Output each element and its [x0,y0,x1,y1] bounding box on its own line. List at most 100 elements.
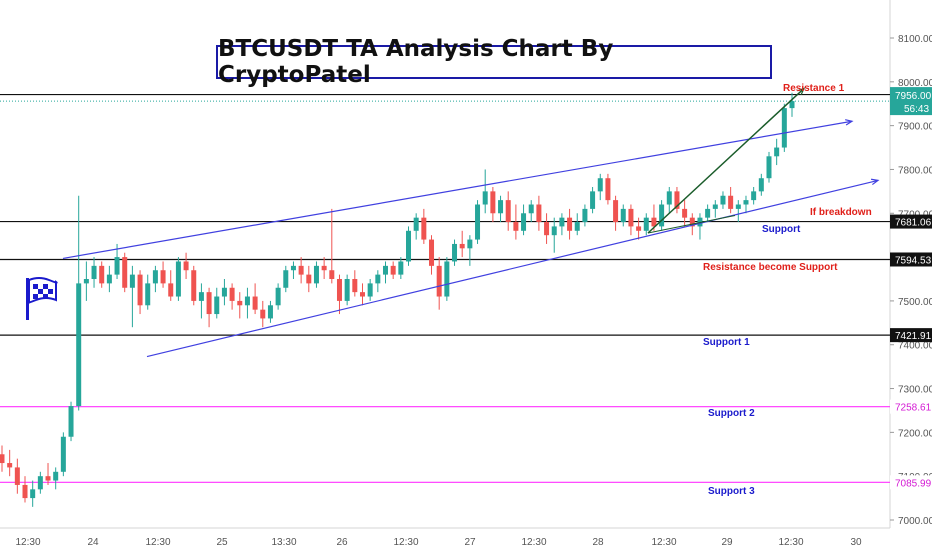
candle-body [83,279,89,284]
candle-body [751,191,757,201]
candle-body [221,287,227,297]
annotation-label: If breakdown [810,207,872,218]
trend-arrow-line [647,87,805,234]
candle-body [68,406,74,437]
x-tick-label: 12:30 [651,537,676,548]
candle-body [198,292,204,301]
y-tick-label: 8100.00 [898,34,932,45]
y-tick-label: 7200.00 [898,428,932,439]
y-tick-label: 7900.00 [898,122,932,133]
candle-body [536,204,542,223]
candle-body [106,274,112,284]
candle-body [666,191,672,205]
candle-body [712,204,718,209]
candle-body [229,287,235,301]
price-level-tag [890,214,932,229]
y-tick-label: 7500.00 [898,297,932,308]
candle-body [237,300,243,306]
annotation-label: Support 3 [708,486,755,497]
price-level-label: 7258.61 [895,403,932,414]
x-tick-label: 29 [721,537,733,548]
candle-body [60,436,66,472]
candle-body [252,296,258,310]
candle-body [30,489,36,499]
candle-body [91,265,97,279]
candle-body [344,279,350,301]
candle-body [452,243,458,262]
annotation-label: Resistance become Support [703,262,838,273]
candle-body [735,204,741,209]
candle-body [175,261,181,297]
candle-body [459,243,465,249]
candle-body [574,222,580,231]
candle-body [122,257,128,288]
candle-body [406,230,412,262]
y-tick-label: 7300.00 [898,385,932,396]
upper-channel-arrow [845,119,854,126]
candle-body [421,217,427,240]
x-tick-label: 12:30 [521,537,546,548]
candle-body [14,467,20,485]
candle-body [789,101,795,109]
candle-body [674,191,680,209]
candle-body [444,261,450,297]
candle-body [758,178,764,192]
x-tick-label: 30 [850,537,862,548]
candle-body [689,217,695,227]
candle-body [643,217,649,231]
candle-body [505,200,511,223]
candle-body [620,208,626,223]
candle-body [605,178,611,201]
candle-body [99,265,105,284]
candle-body [145,283,151,306]
current-price-tag [890,87,932,116]
candle-body [521,213,527,231]
x-tick-label: 12:30 [778,537,803,548]
candle-body [398,261,404,275]
candle-body [382,265,388,275]
candle-body [283,270,289,288]
candle-body [160,270,166,284]
flag-icon [26,277,58,320]
candle-body [475,204,481,240]
candle-body [728,195,734,209]
candle-body [467,239,473,249]
candle-body [137,274,143,306]
candle-body [191,270,197,301]
price-level-label: 7681.06 [895,218,932,229]
upper-channel-line [62,120,853,259]
candle-body [597,178,603,192]
candle-body [551,226,557,236]
candle-body [774,147,780,157]
y-tick-label: 7800.00 [898,165,932,176]
price-level-tag [890,328,932,343]
candle-body [705,208,711,218]
candle-body [352,279,358,293]
price-level-label: 7421.91 [895,331,932,342]
candle-body [498,200,504,214]
candle-body [781,108,787,148]
y-tick-label: 8000.00 [898,78,932,89]
y-tick-label: 7400.00 [898,341,932,352]
candle-body [183,261,189,271]
candle-body [590,191,596,209]
candle-body [298,265,304,275]
candle-body [528,204,534,214]
candle-body [22,484,28,499]
candle-body [720,195,726,205]
annotation-label: Resistance 1 [783,83,845,94]
candle-body [129,274,135,288]
current-price-label: 7956.00 [895,91,932,102]
x-tick-label: 28 [592,537,604,548]
candle-body [636,226,642,231]
candle-body [290,265,296,271]
chart-title: BTCUSDT TA Analysis Chart By CryptoPatel [216,36,772,88]
candle-body [490,191,496,214]
x-tick-label: 27 [464,537,476,548]
price-level-tag [890,475,932,490]
candle-body [659,204,665,227]
candle-body [651,217,657,227]
x-tick-label: 13:30 [271,537,296,548]
price-level-label: 7085.99 [895,478,932,489]
trend-base-line [647,214,736,234]
